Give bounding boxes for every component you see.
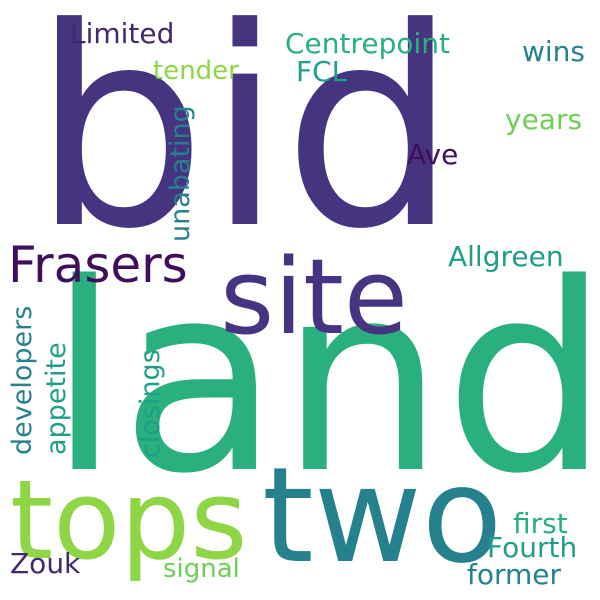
word-closings: closings <box>135 349 166 458</box>
word-frasers: Frasers <box>8 236 188 294</box>
word-unabating: unabating <box>165 105 196 242</box>
word-ave: Ave <box>407 138 459 171</box>
word-tops: tops <box>10 456 248 584</box>
word-allgreen: Allgreen <box>448 240 564 273</box>
word-wins: wins <box>522 35 586 68</box>
word-limited: Limited <box>70 17 175 50</box>
word-appetite: appetite <box>41 342 72 455</box>
word-two: two <box>262 439 503 593</box>
word-former: former <box>467 558 562 591</box>
word-land: land <box>48 229 600 531</box>
word-tender: tender <box>153 56 239 86</box>
word-centrepoint: Centrepoint <box>285 27 451 60</box>
word-signal: signal <box>163 554 240 584</box>
word-first: first <box>513 507 568 540</box>
word-bid: bid <box>32 0 458 289</box>
word-site: site <box>220 236 408 358</box>
word-years: years <box>505 103 583 136</box>
word-fourth: Fourth <box>487 531 578 564</box>
word-fcl: FCL <box>296 55 348 88</box>
word-zouk: Zouk <box>10 547 81 580</box>
word-developers: developers <box>7 305 38 455</box>
